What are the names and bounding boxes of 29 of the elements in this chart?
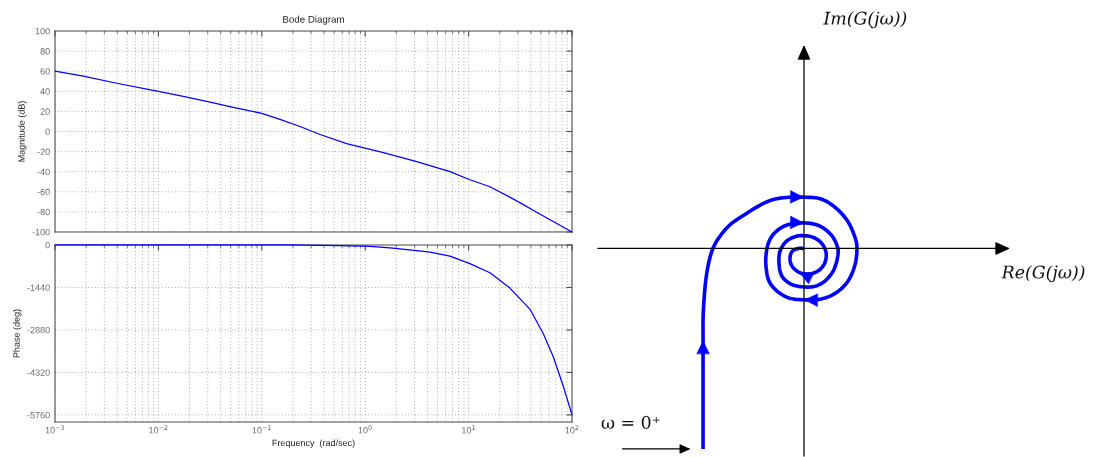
- y-tick-label: -5760: [27, 411, 50, 419]
- y-tick-label: -1440: [27, 284, 50, 291]
- y-tick-label: -20: [37, 148, 50, 155]
- y-tick-label: 40: [40, 88, 50, 95]
- x-tick-label: 10$^{−1}$: [252, 425, 271, 434]
- y-tick-label: 0: [45, 128, 50, 135]
- y-tick-label: -4320: [27, 369, 50, 376]
- y-tick-label: 0: [45, 241, 50, 249]
- y-tick-label: -2880: [27, 326, 50, 334]
- x-tick-label: 10$^{1}$: [462, 425, 475, 434]
- y-axis-title: Phase (deg): [13, 309, 22, 358]
- x-tick-label: 10$^{−2}$: [149, 425, 168, 434]
- chart-title: Bode Diagram: [283, 15, 344, 25]
- text: Im(G(jω)): [823, 11, 907, 29]
- text: ω = 0⁺: [601, 415, 660, 429]
- x-tick-label: 10$^{2}$: [565, 425, 579, 434]
- y-tick-label: 100: [35, 27, 50, 35]
- x-tick-label: 10$^{−3}$: [45, 425, 65, 434]
- text: Re(G(jω)): [1001, 265, 1085, 283]
- y-tick-label: 20: [40, 108, 50, 115]
- y-tick-label: -40: [37, 168, 50, 176]
- y-axis-title: Magnitude (dB): [18, 101, 27, 162]
- y-tick-label: 80: [40, 48, 50, 55]
- y-tick-label: -100: [32, 228, 50, 236]
- y-tick-label: 60: [40, 68, 50, 75]
- x-tick-label: 10$^{0}$: [358, 425, 372, 434]
- y-tick-label: -80: [37, 208, 50, 216]
- x-axis-title: Frequency (rad/sec): [272, 439, 355, 448]
- y-tick-label: -60: [37, 188, 50, 196]
